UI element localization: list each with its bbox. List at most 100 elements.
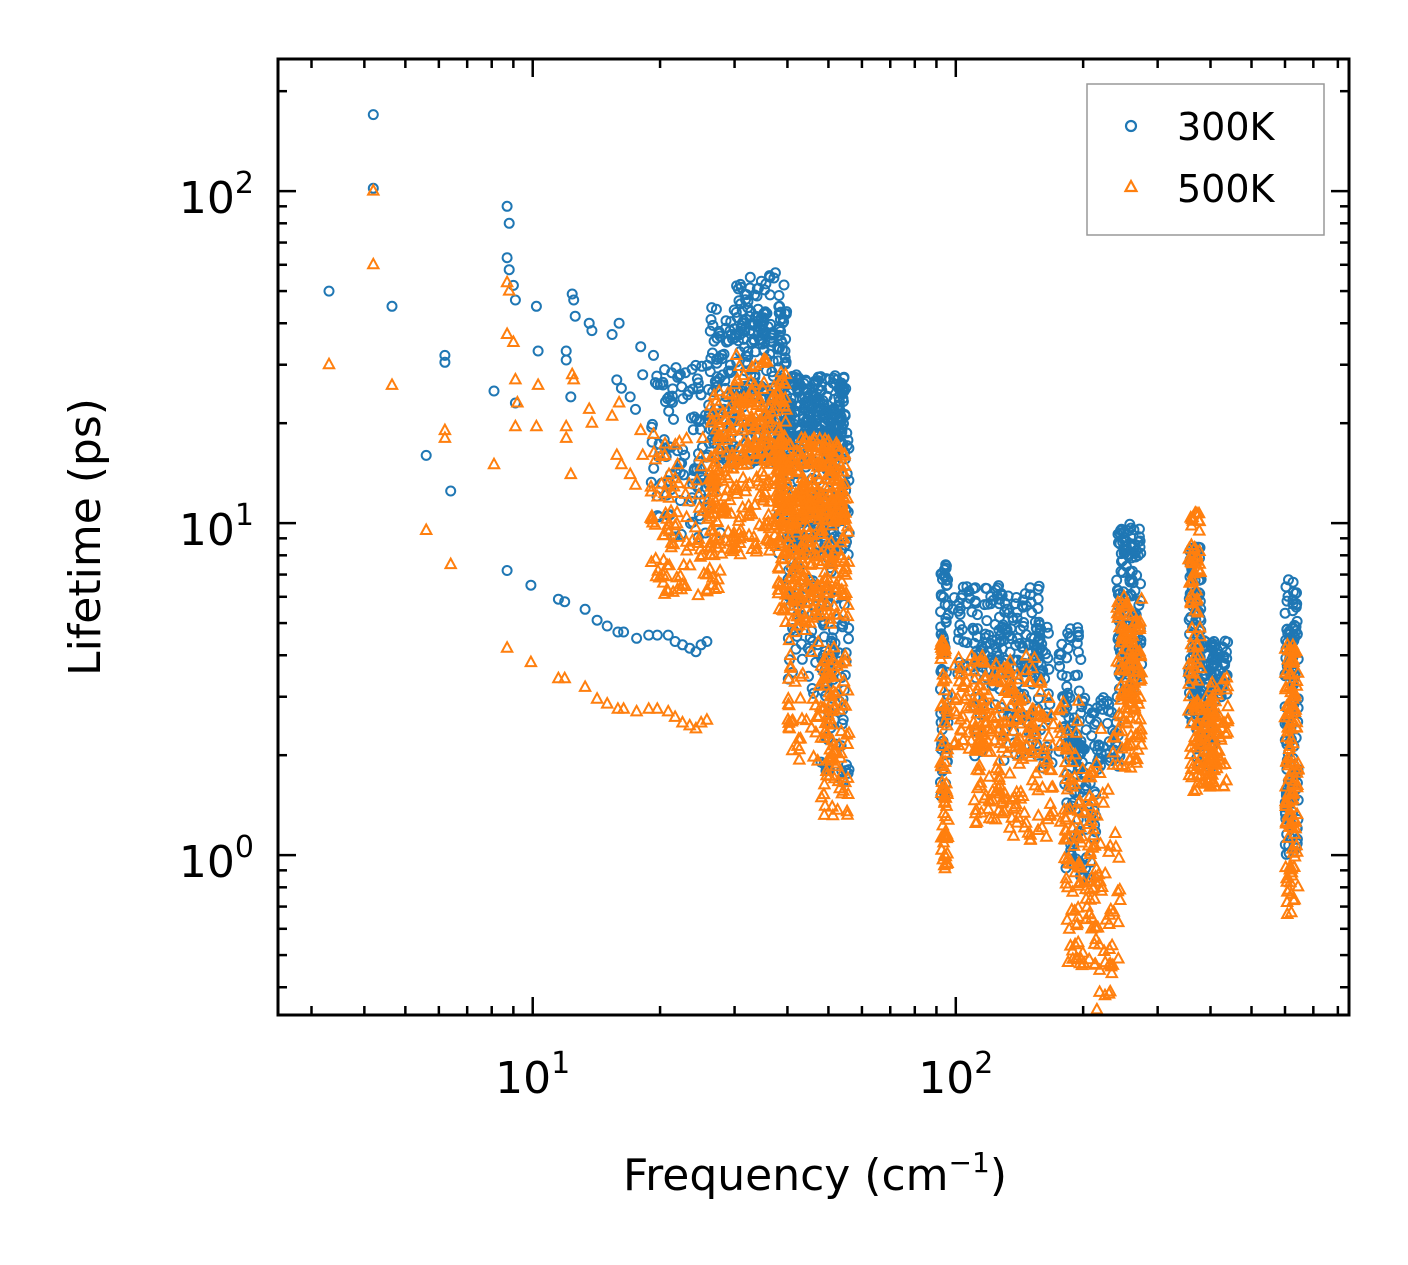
data-point-500K [644,479,658,492]
data-point-500K [1123,656,1138,670]
data-point-500K [818,479,833,493]
data-point-300K [659,364,671,376]
data-point-500K [1112,619,1127,633]
data-point-500K [1077,805,1092,819]
data-point-500K [1111,594,1125,608]
data-point-500K [1029,765,1043,779]
data-point-500K [781,585,796,598]
data-point-500K [834,573,849,587]
data-point-500K [947,657,962,671]
data-point-500K [1291,761,1306,774]
data-point-500K [670,504,684,518]
data-point-500K [787,514,802,528]
data-point-500K [1127,700,1142,713]
data-point-500K [957,691,972,704]
data-point-500K [1061,830,1076,844]
data-point-500K [657,485,672,499]
data-point-300K [1111,574,1123,586]
data-point-500K [746,529,761,542]
data-point-500K [703,546,717,560]
data-point-300K [509,294,521,306]
data-point-300K [613,317,625,329]
data-point-500K [706,523,721,537]
data-point-500K [1093,836,1108,849]
data-point-300K [530,300,542,312]
data-point-500K [769,538,783,551]
data-point-500K [1282,771,1297,784]
data-point-500K [789,618,804,631]
data-point-500K [811,489,826,503]
data-point-500K [1083,892,1098,905]
data-point-300K [724,359,736,371]
data-point-300K [792,424,804,436]
data-point-300K [1057,691,1069,703]
data-point-500K [1281,757,1296,771]
data-point-500K [1031,703,1046,716]
data-point-500K [1094,721,1108,734]
data-point-500K [774,535,789,549]
data-point-500K [1115,723,1130,737]
data-point-500K [935,642,950,655]
data-point-300K [1017,620,1029,632]
data-point-300K [713,352,725,364]
data-point-300K [1011,612,1023,624]
data-point-500K [811,709,826,722]
data-point-500K [702,540,717,553]
data-point-500K [1133,613,1148,627]
data-point-300K [726,365,738,377]
data-point-500K [1111,721,1125,735]
data-point-500K [366,183,381,196]
data-point-300K [735,281,747,293]
data-point-300K [750,312,762,324]
data-point-300K [732,335,744,347]
data-point-500K [1052,720,1067,733]
data-point-500K [970,741,985,755]
data-point-500K [721,524,736,537]
data-point-500K [1085,853,1099,866]
data-point-500K [566,371,581,385]
data-point-500K [1184,554,1198,568]
data-point-300K [720,315,732,327]
data-point-500K [585,415,599,428]
data-point-300K [730,306,742,318]
data-point-500K [1124,727,1138,741]
data-point-300K [1282,590,1294,602]
data-point-500K [1059,771,1074,784]
data-point-500K [749,390,764,403]
data-point-500K [969,802,984,815]
data-point-500K [938,761,952,774]
data-point-500K [735,420,750,433]
data-point-300K [552,593,564,605]
data-point-300K [1017,594,1029,606]
data-point-500K [1005,810,1019,823]
data-point-500K [790,578,804,591]
data-point-300K [735,298,747,310]
data-point-500K [1011,699,1026,712]
data-point-500K [1193,564,1208,577]
data-point-500K [1114,677,1128,691]
data-point-500K [737,433,751,447]
data-point-300K [716,349,728,361]
data-point-300K [796,653,808,665]
data-point-500K [1279,729,1294,743]
data-point-500K [644,554,659,567]
data-point-300K [566,288,578,300]
data-point-500K [767,403,782,417]
data-point-500K [1220,678,1235,692]
data-point-500K [827,514,841,527]
data-point-300K [606,329,618,340]
data-point-500K [1208,778,1223,792]
data-point-500K [1065,856,1079,869]
data-point-500K [590,691,604,704]
data-point-500K [1121,631,1135,645]
data-point-500K [1112,850,1126,863]
data-point-300K [662,629,674,641]
data-point-500K [817,438,832,452]
data-point-500K [1002,685,1016,698]
data-point-300K [996,622,1007,634]
data-point-500K [1065,820,1080,834]
data-point-500K [1193,628,1208,642]
data-point-500K [779,443,794,457]
data-point-500K [829,755,844,769]
data-point-500K [788,674,802,687]
